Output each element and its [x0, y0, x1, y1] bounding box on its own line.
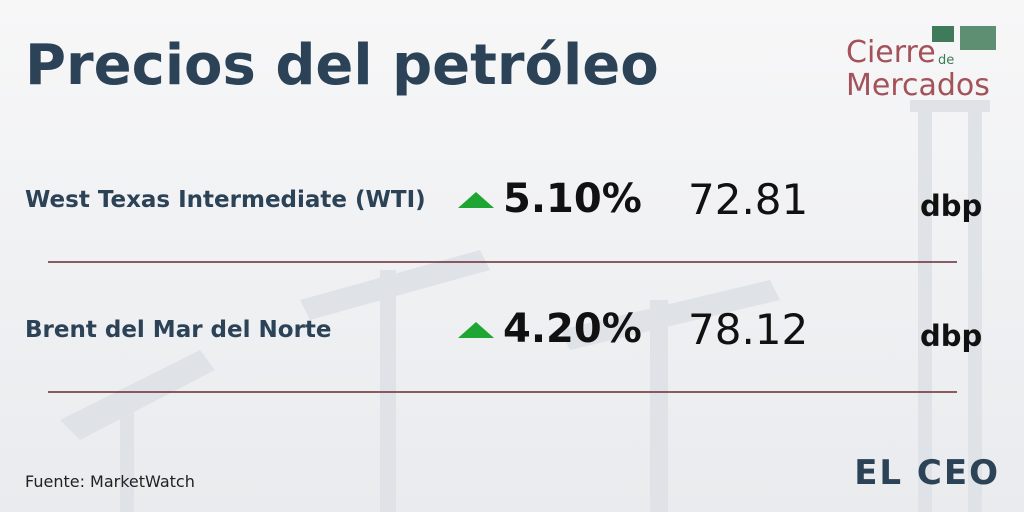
logo-text: Mercados: [846, 68, 990, 103]
row-price: 78.12: [688, 305, 808, 354]
logo-text: Cierre: [846, 35, 936, 70]
row-change: 4.20%: [503, 306, 642, 352]
brand: EL CEO: [854, 453, 1000, 493]
row-price: 72.81: [688, 175, 808, 224]
logo-icon: [932, 26, 954, 42]
rows: West Texas Intermediate (WTI) 5.10% 72.81 d…: [25, 175, 982, 393]
up-arrow: [458, 322, 494, 338]
row-name: West Texas Intermediate (WTI): [25, 187, 426, 213]
logo-text: de: [938, 53, 954, 68]
source: Fuente: MarketWatch: [25, 472, 195, 491]
row-change: 5.10%: [503, 176, 642, 222]
logo: Cierre de Mercados: [846, 26, 996, 103]
row-unit: dbp: [920, 189, 982, 223]
row-unit: dbp: [920, 319, 982, 353]
row-name: Brent del Mar del Norte: [25, 317, 332, 343]
title: Precios del petróleo: [25, 33, 659, 98]
up-arrow: [458, 192, 494, 208]
logo-icon: [960, 26, 996, 50]
pump-silhouettes: [60, 100, 990, 512]
